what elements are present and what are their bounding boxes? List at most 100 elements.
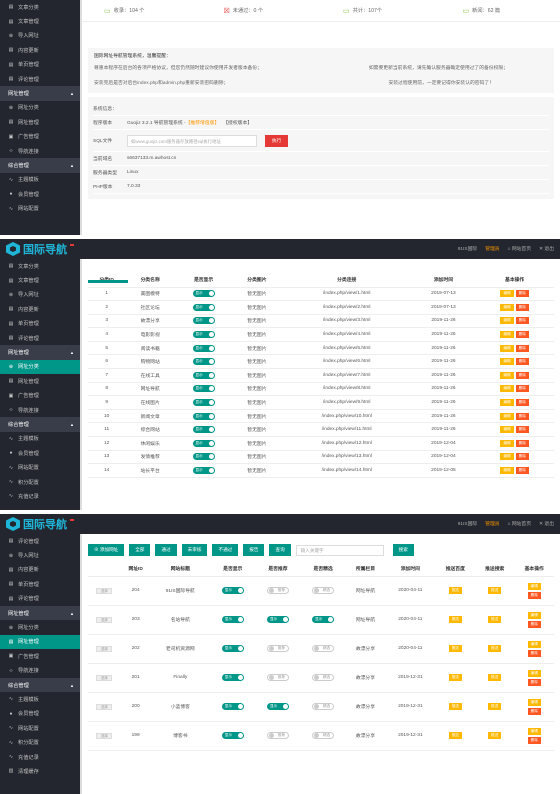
row-checkbox[interactable]: 选择 [96, 645, 113, 652]
push-search-button[interactable]: 推送 [488, 732, 502, 739]
push-baidu-button[interactable]: 推送 [448, 674, 462, 681]
show-toggle[interactable]: 显示 [192, 303, 215, 311]
push-search-button[interactable]: 推送 [488, 645, 502, 652]
sidebar-item[interactable]: ▤ 文章分类 [0, 0, 80, 14]
sidebar-item[interactable]: 综合管理 ▲ [0, 417, 80, 432]
delete-button[interactable]: 删除 [527, 707, 541, 715]
logo[interactable]: 国际导航 [6, 516, 74, 532]
category-link[interactable]: /index.php/view/13.html [281, 450, 412, 465]
delete-button[interactable]: 删除 [527, 736, 541, 744]
sidebar-item[interactable]: ▤ 评论管理 [0, 534, 80, 548]
edit-button[interactable]: 编辑 [500, 344, 514, 352]
sidebar-item[interactable]: ▤ 评论管理 [0, 72, 80, 86]
category-link[interactable]: /index.php/view/3.html [281, 314, 412, 329]
row-checkbox[interactable]: 选择 [96, 703, 113, 710]
delete-button[interactable]: 删除 [515, 439, 529, 447]
show-toggle[interactable]: 显示 [221, 674, 244, 681]
delete-button[interactable]: 删除 [515, 303, 529, 311]
edit-button[interactable]: 编辑 [500, 290, 514, 298]
push-search-button[interactable]: 推送 [488, 616, 502, 623]
edit-button[interactable]: 编辑 [500, 453, 514, 461]
sidebar-item[interactable]: ∿ 网站配置 [0, 201, 80, 215]
push-baidu-button[interactable]: 推送 [448, 616, 462, 623]
sidebar-item[interactable]: ⊕ 网址分类 [0, 101, 80, 115]
category-link[interactable]: /index.php/view/6.html [281, 354, 412, 370]
sidebar-item[interactable]: ‹› 导航连接 [0, 664, 80, 678]
filter-all-button[interactable]: 全部 [129, 544, 151, 556]
featured-toggle[interactable]: 精选 [312, 731, 335, 739]
sidebar-item[interactable]: ▤ 网址管理 [0, 115, 80, 129]
sidebar-item[interactable]: ∿ 网站配置 [0, 460, 80, 474]
sidebar-item[interactable]: ∿ 主题模板 [0, 173, 80, 187]
sidebar-item[interactable]: ▤ 评论管理 [0, 331, 80, 345]
sidebar-item[interactable]: ▤ 文章管理 [0, 273, 80, 287]
edit-button[interactable]: 编辑 [527, 582, 541, 590]
featured-toggle[interactable]: 精选 [312, 673, 335, 681]
sidebar-item[interactable]: 综合管理 ▲ [0, 677, 80, 693]
show-toggle[interactable]: 显示 [192, 467, 215, 475]
featured-toggle[interactable]: 精选 [312, 644, 335, 652]
delete-button[interactable]: 删除 [515, 412, 529, 420]
admin-link[interactable]: 管理员 [485, 522, 500, 527]
sidebar-item[interactable]: ▤ 文章分类 [0, 259, 80, 273]
show-toggle[interactable]: 显示 [192, 331, 215, 339]
add-url-button[interactable]: ⊕ 添加网址 [88, 544, 125, 556]
recommend-toggle[interactable]: 显示 [266, 616, 289, 623]
sql-input[interactable]: 如www.guojiz.com服务器存放路径sql执行地址 [127, 134, 257, 147]
sidebar-item[interactable]: ⊕ 网址分类 [0, 359, 80, 375]
category-link[interactable]: /index.php/view/7.html [281, 368, 412, 383]
category-link[interactable]: /index.php/view/11.html [281, 422, 412, 438]
sidebar-item[interactable]: ⊕ 网址分类 [0, 620, 80, 634]
sidebar-item[interactable]: ▤ 文章管理 [0, 14, 80, 28]
sidebar-item[interactable]: 网址管理 ▲ [0, 86, 80, 101]
show-toggle[interactable]: 显示 [221, 732, 244, 739]
delete-button[interactable]: 删除 [515, 331, 529, 339]
sidebar-item[interactable]: ∿ 主题模板 [0, 432, 80, 446]
sidebar-item[interactable]: ⊕ 导入网址 [0, 29, 80, 43]
category-link[interactable]: /index.php/view/9.html [281, 395, 412, 410]
push-baidu-button[interactable]: 推送 [448, 703, 462, 710]
recommend-toggle[interactable]: 推荐 [266, 586, 289, 594]
sidebar-item[interactable]: ∿ 积分配置 [0, 735, 80, 749]
edit-button[interactable]: 编辑 [500, 439, 514, 447]
sidebar-item[interactable]: ∿ 充值记录 [0, 489, 80, 503]
search-button[interactable]: 搜索 [392, 544, 414, 556]
show-toggle[interactable]: 显示 [221, 616, 244, 623]
edit-button[interactable]: 编辑 [527, 611, 541, 619]
show-toggle[interactable]: 显示 [192, 317, 215, 325]
delete-button[interactable]: 删除 [515, 344, 529, 352]
category-link[interactable]: /index.php/view/1.html [281, 287, 412, 302]
sidebar-item[interactable]: ‹› 导航连接 [0, 403, 80, 417]
delete-button[interactable]: 删除 [527, 678, 541, 686]
show-toggle[interactable]: 显示 [192, 453, 215, 461]
show-toggle[interactable]: 显示 [192, 399, 215, 407]
recommend-toggle[interactable]: 推荐 [266, 673, 289, 681]
show-toggle[interactable]: 显示 [192, 344, 215, 352]
sidebar-item[interactable]: ▤ 内容更新 [0, 302, 80, 316]
logout-link[interactable]: ✕ 退出 [539, 520, 554, 527]
delete-button[interactable]: 删除 [515, 399, 529, 407]
sidebar-item[interactable]: ▤ 单页管理 [0, 58, 80, 72]
show-toggle[interactable]: 显示 [221, 703, 244, 710]
show-toggle[interactable]: 显示 [221, 645, 244, 652]
recommend-toggle[interactable]: 推荐 [266, 644, 289, 652]
sidebar-item[interactable]: ● 会员管理 [0, 707, 80, 721]
show-toggle[interactable]: 显示 [192, 371, 215, 379]
recommend-toggle[interactable]: 显示 [266, 703, 289, 710]
category-link[interactable]: /index.php/view/12.html [281, 436, 412, 451]
edit-button[interactable]: 编辑 [500, 371, 514, 379]
sidebar-item[interactable]: 网址管理 ▲ [0, 605, 80, 621]
sidebar-item[interactable]: ∿ 积分配置 [0, 475, 80, 489]
sidebar-item[interactable]: ∿ 网站配置 [0, 721, 80, 735]
filter-approved-button[interactable]: 通过 [155, 544, 177, 556]
delete-button[interactable]: 删除 [527, 591, 541, 599]
home-link[interactable]: ⌂ 网站首页 [508, 245, 531, 252]
sidebar-item[interactable]: ⊕ 导入网址 [0, 288, 80, 302]
row-checkbox[interactable]: 选择 [96, 732, 113, 739]
admin-link[interactable]: 管理员 [485, 247, 500, 252]
delete-button[interactable]: 删除 [527, 649, 541, 657]
edit-button[interactable]: 编辑 [500, 331, 514, 339]
sidebar-item[interactable]: ● 会员管理 [0, 446, 80, 460]
upgrade-link[interactable]: 【推荐增值版】 [185, 121, 220, 127]
show-toggle[interactable]: 显示 [192, 290, 215, 298]
